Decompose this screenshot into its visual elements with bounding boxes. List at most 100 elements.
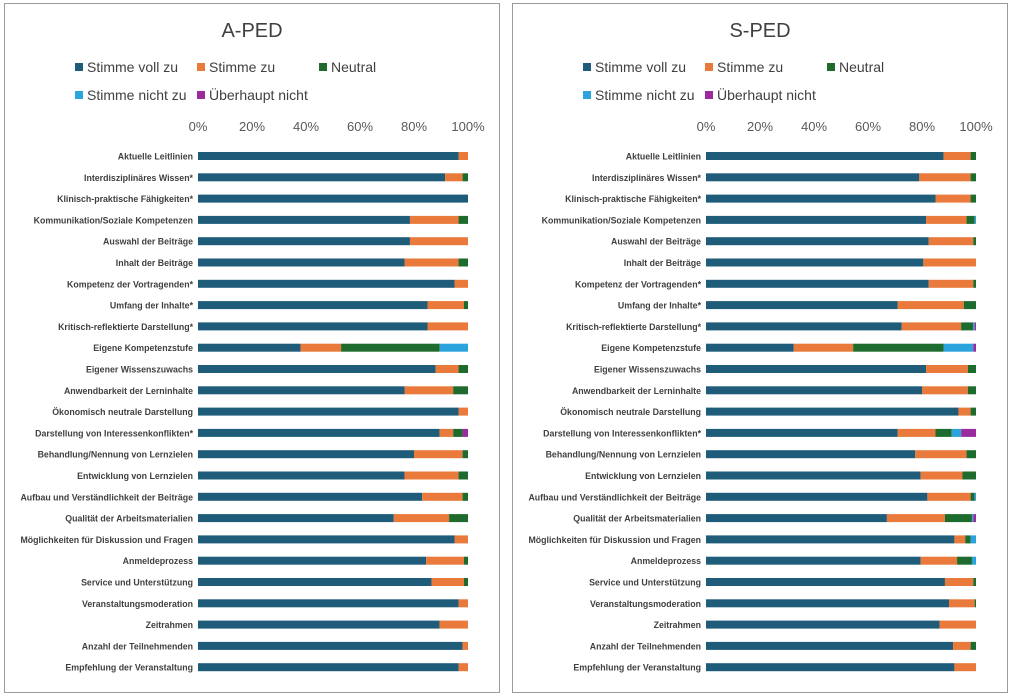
- bar-segment-stimme-zu: [458, 407, 468, 416]
- bar-segment-neutral: [963, 301, 976, 310]
- bar-segment-stimme-nicht-zu: [971, 556, 976, 565]
- category-label: Kritisch-reflektierte Darstellung*: [58, 322, 194, 332]
- legend-label: Stimme nicht zu: [87, 87, 187, 103]
- category-label: Anwendbarkeit der Lerninhalte: [64, 386, 193, 396]
- bar-segment-stimme-voll-zu: [706, 492, 928, 501]
- x-tick-label: 0%: [189, 119, 208, 134]
- bar-segment-neutral: [973, 279, 976, 288]
- bar-segment-stimme-voll-zu: [198, 428, 440, 437]
- bar-segment-stimme-voll-zu: [706, 663, 955, 672]
- category-label: Entwicklung von Lernzielen: [77, 471, 193, 481]
- bar-segment-stimme-zu: [954, 663, 976, 672]
- bar-segment-stimme-voll-zu: [198, 535, 455, 544]
- bar-segment-neutral: [973, 578, 976, 586]
- x-tick-label: 40%: [293, 119, 319, 134]
- category-label: Interdisziplinäres Wissen*: [592, 173, 702, 183]
- bar-segment-neutral: [453, 386, 468, 395]
- bar-segment-stimme-voll-zu: [706, 578, 945, 586]
- category-label: Kompetenz der Vortragenden*: [575, 279, 702, 289]
- category-label: Empfehlung der Veranstaltung: [65, 663, 193, 673]
- x-tick-label: 100%: [451, 119, 485, 134]
- bar-segment-neutral: [463, 556, 468, 565]
- category-label: Zeitrahmen: [654, 620, 701, 630]
- bar-segment-stimme-voll-zu: [198, 514, 394, 523]
- bar-segment-stimme-voll-zu: [198, 258, 405, 267]
- bar-segment-neutral: [965, 535, 971, 544]
- category-label: Klinisch-praktische Fähigkeiten*: [565, 194, 701, 204]
- x-tick-label: 20%: [747, 119, 773, 134]
- bar-segment-stimme-zu: [915, 450, 967, 459]
- bar-segment-stimme-voll-zu: [198, 450, 414, 459]
- legend-item-neutral: Neutral: [319, 59, 376, 75]
- category-label: Möglichkeiten für Diskussion und Fragen: [528, 535, 701, 545]
- bar-segment-stimme-zu: [404, 471, 459, 480]
- bar-segment-stimme-voll-zu: [706, 343, 794, 352]
- bar-segment-stimme-voll-zu: [198, 237, 410, 246]
- category-label: Veranstaltungsmoderation: [82, 599, 193, 609]
- category-label: Auswahl der Beiträge: [103, 237, 193, 247]
- category-label: Inhalt der Beiträge: [624, 258, 701, 268]
- legend-swatch: [197, 91, 205, 99]
- bar-segment-stimme-voll-zu: [198, 152, 459, 160]
- category-label: Ökonomisch neutrale Darstellung: [560, 407, 701, 417]
- legend-label: Stimme voll zu: [87, 59, 179, 75]
- category-label: Zeitrahmen: [146, 620, 193, 630]
- bar-segment-stimme-voll-zu: [706, 428, 898, 437]
- bar-segment-stimme-voll-zu: [706, 194, 936, 203]
- category-label: Aktuelle Leitlinien: [118, 152, 193, 162]
- bar-segment-neutral: [458, 258, 468, 267]
- bar-segment-neutral: [458, 365, 468, 373]
- bar-segment-stimme-zu: [435, 365, 459, 373]
- bar-segment-stimme-zu: [935, 194, 971, 203]
- bar-segment-uberhaupt-nicht: [973, 514, 976, 523]
- bar-segment-stimme-zu: [462, 641, 468, 650]
- bar-segment-neutral: [970, 152, 976, 160]
- category-label: Veranstaltungsmoderation: [590, 599, 701, 609]
- bar-segment-stimme-voll-zu: [198, 578, 432, 586]
- bar-segment-stimme-voll-zu: [706, 237, 929, 246]
- bar-segment-neutral: [449, 514, 468, 523]
- legend-swatch: [319, 63, 327, 71]
- category-label: Behandlung/Nennung von Lernzielen: [546, 450, 701, 460]
- x-tick-label: 60%: [347, 119, 373, 134]
- legend-label: Neutral: [839, 59, 885, 75]
- bar-segment-stimme-voll-zu: [706, 152, 944, 160]
- bar-segment-neutral: [957, 556, 972, 565]
- bar-segment-stimme-zu: [393, 514, 450, 523]
- bar-segment-stimme-zu: [927, 492, 971, 501]
- category-label: Empfehlung der Veranstaltung: [573, 663, 701, 673]
- category-label: Umfang der Inhalte*: [110, 301, 194, 311]
- bar-segment-neutral: [970, 407, 976, 416]
- category-label: Kommunikation/Soziale Kompetenzen: [542, 215, 701, 225]
- bar-segment-stimme-zu: [439, 428, 454, 437]
- chart-panel-a-ped: A-PED Stimme voll zu Stimme zu Neutral S…: [4, 3, 500, 693]
- bar-segment-neutral: [973, 237, 976, 246]
- x-tick-label: 20%: [239, 119, 265, 134]
- bar-segment-stimme-voll-zu: [198, 322, 428, 331]
- bar-segment-stimme-zu: [922, 386, 968, 395]
- legend-label: Neutral: [331, 59, 377, 75]
- bar-segment-neutral: [458, 215, 468, 224]
- bar-segment-stimme-zu: [897, 428, 936, 437]
- x-tick-label: 0%: [697, 119, 716, 134]
- bar-segment-stimme-voll-zu: [706, 407, 959, 416]
- bar-segment-stimme-zu: [404, 386, 454, 395]
- bar-segment-neutral: [462, 173, 468, 182]
- legend-label: Überhaupt nicht: [209, 87, 308, 103]
- x-tick-label: 100%: [959, 119, 993, 134]
- bar-segment-neutral: [961, 322, 974, 331]
- bar-segment-stimme-zu: [928, 237, 974, 246]
- bar-segment-stimme-voll-zu: [198, 301, 428, 310]
- bar-segment-stimme-voll-zu: [706, 215, 927, 224]
- bar-segment-stimme-voll-zu: [198, 343, 301, 352]
- category-label: Qualität der Arbeitsmaterialien: [573, 514, 701, 524]
- legend-swatch: [827, 63, 835, 71]
- bar-segment-stimme-voll-zu: [198, 407, 459, 416]
- category-label: Auswahl der Beiträge: [611, 237, 701, 247]
- bar-segment-stimme-zu: [793, 343, 854, 352]
- category-label: Behandlung/Nennung von Lernzielen: [38, 450, 193, 460]
- category-label: Eigener Wissenszuwachs: [594, 365, 701, 375]
- x-tick-label: 80%: [909, 119, 935, 134]
- legend-item-ueberhaupt-nicht: Überhaupt nicht: [197, 87, 308, 103]
- bar-segment-stimme-voll-zu: [198, 663, 459, 672]
